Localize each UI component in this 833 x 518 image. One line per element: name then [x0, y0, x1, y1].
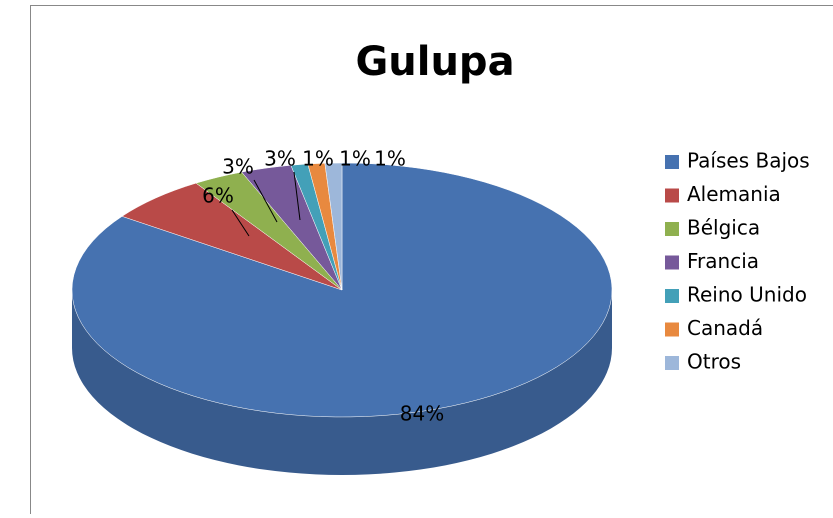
legend-label: Bélgica — [687, 216, 760, 240]
legend-swatch — [665, 323, 679, 337]
legend-swatch — [665, 155, 679, 169]
legend-label: Otros — [687, 350, 741, 374]
legend-swatch — [665, 289, 679, 303]
data-label: 1% — [339, 147, 371, 171]
legend-swatch — [665, 222, 679, 236]
legend-swatch — [665, 189, 679, 203]
legend-swatch — [665, 256, 679, 270]
legend-swatch — [665, 356, 679, 370]
chart-title: Gulupa — [355, 39, 514, 85]
data-label: 1% — [374, 147, 406, 171]
legend-label: Canadá — [687, 316, 763, 340]
legend-label: Reino Unido — [687, 283, 807, 307]
legend-label: Países Bajos — [687, 149, 810, 173]
data-label: 84% — [400, 402, 444, 426]
data-label: 3% — [222, 155, 254, 179]
legend-label: Alemania — [687, 182, 781, 206]
data-label: 1% — [302, 147, 334, 171]
data-label: 3% — [264, 147, 296, 171]
legend-label: Francia — [687, 249, 759, 273]
data-label: 6% — [202, 184, 234, 208]
